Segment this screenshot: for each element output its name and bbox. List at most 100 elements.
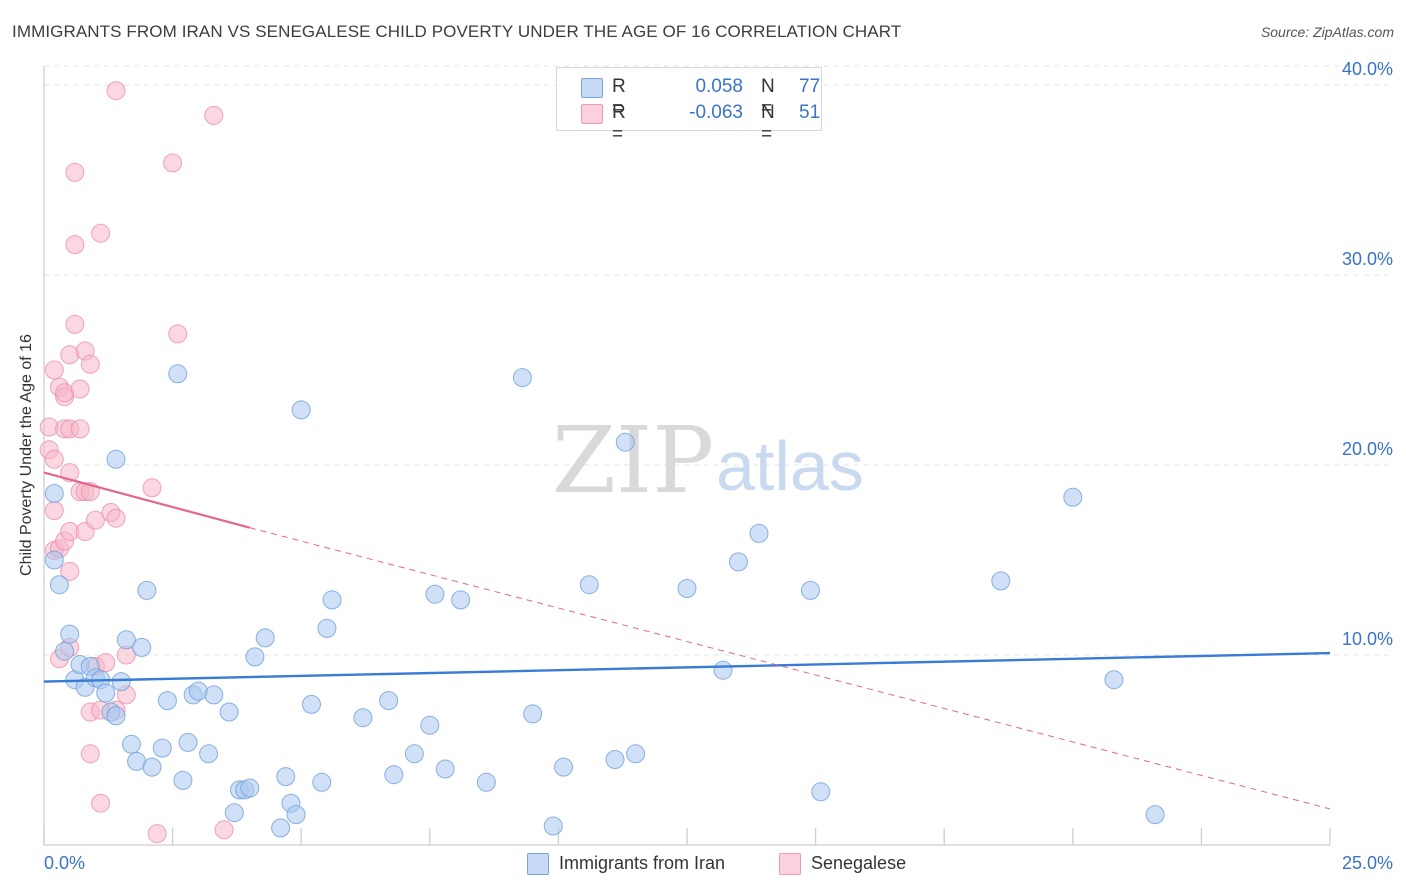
senegalese-point bbox=[106, 81, 126, 101]
iran-point bbox=[404, 744, 424, 764]
iran-point bbox=[713, 660, 733, 680]
iran-point bbox=[116, 630, 136, 650]
iran-point bbox=[1145, 805, 1165, 825]
iran-point bbox=[435, 759, 455, 779]
y-tick-label: 40.0% bbox=[1342, 59, 1393, 79]
r-label: R = bbox=[612, 102, 626, 145]
iran-point bbox=[523, 704, 543, 724]
iran-point bbox=[271, 818, 291, 838]
senegalese-point bbox=[70, 419, 90, 439]
y-tick-label: 20.0% bbox=[1342, 439, 1393, 459]
watermark-zip: ZIP bbox=[552, 407, 714, 514]
n-value: 51 bbox=[799, 102, 821, 123]
senegalese-point bbox=[91, 793, 111, 813]
n-label: N = bbox=[761, 76, 775, 119]
iran-point bbox=[286, 805, 306, 825]
senegalese-point bbox=[60, 463, 80, 483]
iran-swatch bbox=[581, 78, 603, 98]
senegalese-point bbox=[106, 508, 126, 528]
iran-point bbox=[111, 672, 131, 692]
iran-point bbox=[579, 575, 599, 595]
senegalese-point bbox=[44, 360, 64, 380]
iran-point bbox=[152, 738, 172, 758]
iran-point bbox=[106, 449, 126, 469]
senegalese-point bbox=[168, 324, 188, 344]
iran-point bbox=[615, 432, 635, 452]
correlation-legend: R = 0.058 N = 77 R = -0.063 N = 51 bbox=[556, 67, 822, 145]
senegalese-point bbox=[65, 314, 85, 334]
iran-point bbox=[142, 757, 162, 777]
iran-point bbox=[425, 584, 445, 604]
senegalese-legend-label: Senegalese bbox=[811, 853, 907, 873]
iran-point bbox=[353, 708, 373, 728]
senegalese-swatch bbox=[581, 104, 603, 124]
watermark: ZIP atlas bbox=[552, 407, 864, 514]
iran-point bbox=[1063, 487, 1083, 507]
iran-point bbox=[749, 523, 769, 543]
iran-legend-swatch bbox=[527, 853, 549, 875]
iran-point bbox=[384, 765, 404, 785]
iran-point bbox=[219, 702, 239, 722]
iran-point bbox=[800, 580, 820, 600]
iran-point bbox=[55, 641, 75, 661]
iran-trend-line bbox=[43, 651, 1331, 683]
watermark-atlas: atlas bbox=[716, 427, 864, 505]
senegalese-point bbox=[60, 561, 80, 581]
iran-point bbox=[121, 734, 141, 754]
iran-point bbox=[276, 767, 296, 787]
y-axis-label: Child Poverty Under the Age of 16 bbox=[18, 334, 35, 576]
iran-point bbox=[317, 618, 337, 638]
iran-point bbox=[255, 628, 275, 648]
iran-point bbox=[245, 647, 265, 667]
n-value: 77 bbox=[799, 76, 821, 97]
iran-point bbox=[543, 816, 563, 836]
iran-point bbox=[168, 364, 188, 384]
y-tick-labels: 10.0% 20.0% 30.0% 40.0% bbox=[1342, 59, 1393, 649]
senegalese-point bbox=[65, 235, 85, 255]
chart-title: IMMIGRANTS FROM IRAN VS SENEGALESE CHILD… bbox=[12, 22, 902, 41]
iran-point bbox=[811, 782, 831, 802]
senegalese-point bbox=[91, 223, 111, 243]
iran-point bbox=[512, 368, 532, 388]
iran-point bbox=[240, 778, 260, 798]
senegalese-trend-extension bbox=[249, 527, 1331, 810]
iran-point bbox=[451, 590, 471, 610]
y-tick-label: 30.0% bbox=[1342, 249, 1393, 269]
senegalese-point bbox=[80, 354, 100, 374]
iran-point bbox=[291, 400, 311, 420]
senegalese-points bbox=[39, 81, 234, 844]
iran-points bbox=[44, 364, 1165, 838]
senegalese-point bbox=[70, 379, 90, 399]
iran-point bbox=[224, 803, 244, 823]
iran-point bbox=[132, 637, 152, 657]
iran-point bbox=[379, 691, 399, 711]
x-tick-label: 25.0% bbox=[1342, 853, 1393, 873]
iran-point bbox=[301, 694, 321, 714]
senegalese-point bbox=[80, 744, 100, 764]
r-label: R = bbox=[612, 76, 626, 119]
iran-point bbox=[173, 770, 193, 790]
iran-point bbox=[605, 750, 625, 769]
iran-legend-label: Immigrants from Iran bbox=[559, 853, 726, 873]
iran-point bbox=[554, 757, 574, 777]
trend-lines bbox=[43, 471, 1331, 810]
senegalese-point bbox=[204, 105, 224, 125]
iran-point bbox=[49, 575, 69, 595]
iran-point bbox=[137, 580, 157, 600]
x-tick-label: 0.0% bbox=[44, 853, 85, 873]
senegalese-point bbox=[44, 449, 64, 469]
iran-point bbox=[178, 732, 198, 752]
iran-point bbox=[420, 715, 440, 735]
r-value: -0.063 bbox=[689, 102, 743, 123]
iran-point bbox=[991, 571, 1011, 591]
iran-point bbox=[96, 683, 116, 703]
senegalese-trend-line bbox=[43, 471, 251, 529]
chart-source: Source: ZipAtlas.com bbox=[1260, 24, 1394, 40]
iran-point bbox=[157, 691, 177, 711]
iran-point bbox=[677, 579, 697, 598]
iran-point bbox=[728, 552, 748, 572]
iran-point bbox=[60, 624, 80, 644]
x-axis-ticks bbox=[43, 828, 1331, 845]
y-tick-label: 10.0% bbox=[1342, 629, 1393, 649]
